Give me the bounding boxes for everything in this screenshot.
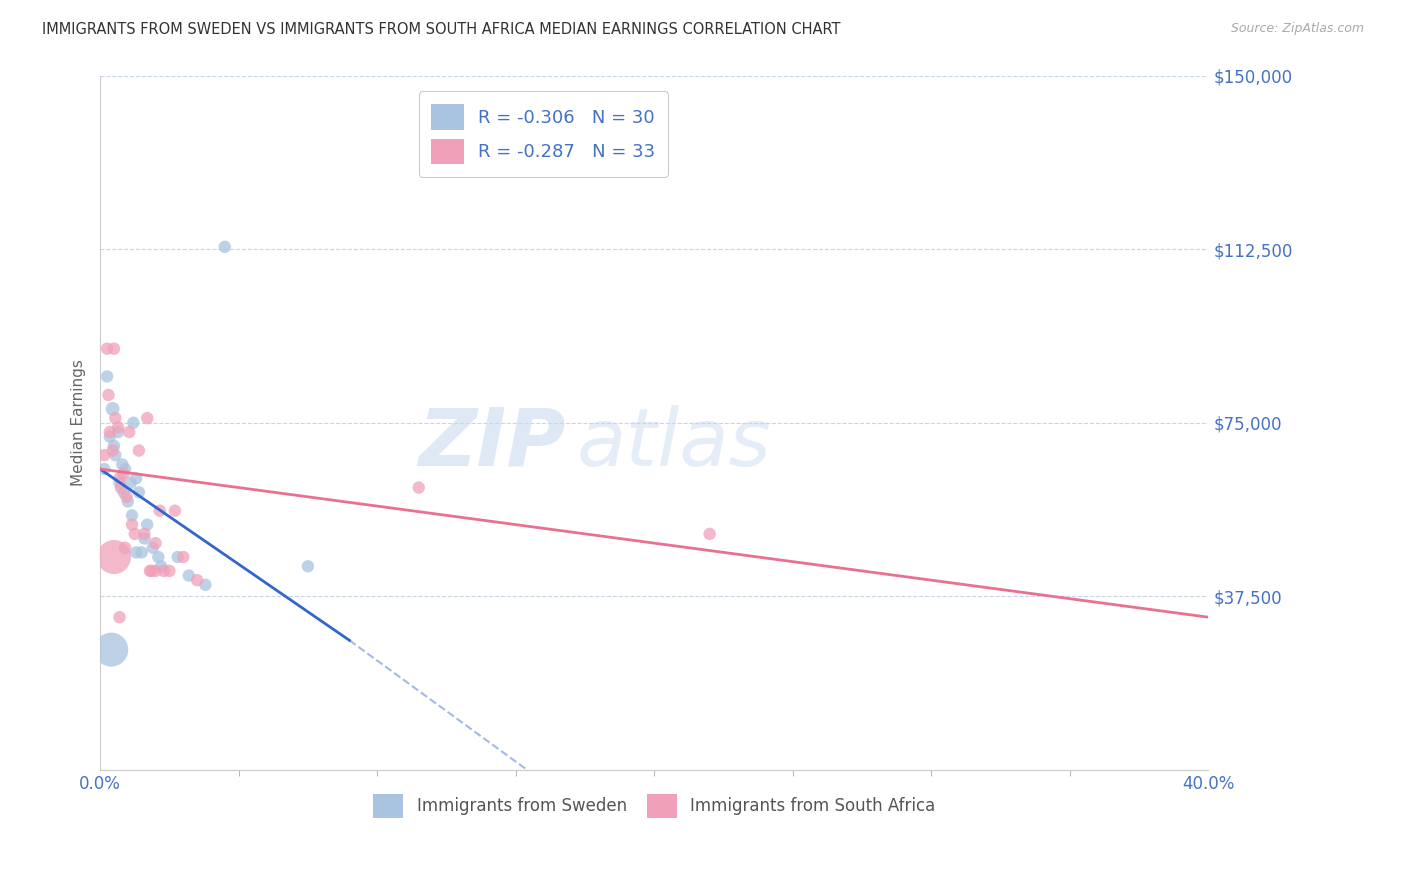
Point xyxy=(139,564,162,578)
Point xyxy=(134,527,156,541)
Point xyxy=(408,481,430,495)
Point xyxy=(136,411,159,425)
Point xyxy=(101,401,124,416)
Point xyxy=(107,420,129,434)
Point xyxy=(150,559,173,574)
Point xyxy=(157,564,180,578)
Point xyxy=(100,642,122,657)
Point xyxy=(103,549,125,564)
Point xyxy=(104,411,127,425)
Point xyxy=(117,494,139,508)
Point xyxy=(163,504,186,518)
Point xyxy=(112,485,135,500)
Point xyxy=(177,568,200,582)
Point xyxy=(108,475,131,490)
Point xyxy=(114,462,136,476)
Text: IMMIGRANTS FROM SWEDEN VS IMMIGRANTS FROM SOUTH AFRICA MEDIAN EARNINGS CORRELATI: IMMIGRANTS FROM SWEDEN VS IMMIGRANTS FRO… xyxy=(42,22,841,37)
Point xyxy=(93,448,115,462)
Point xyxy=(96,342,118,356)
Point xyxy=(98,425,121,439)
Point xyxy=(122,416,145,430)
Point xyxy=(115,490,138,504)
Point xyxy=(112,467,135,481)
Point xyxy=(104,448,127,462)
Point xyxy=(121,508,143,523)
Point xyxy=(107,425,129,439)
Legend: Immigrants from Sweden, Immigrants from South Africa: Immigrants from Sweden, Immigrants from … xyxy=(367,788,942,824)
Y-axis label: Median Earnings: Median Earnings xyxy=(72,359,86,486)
Point xyxy=(114,541,136,555)
Point xyxy=(166,549,188,564)
Point xyxy=(124,527,146,541)
Text: atlas: atlas xyxy=(576,405,772,483)
Point xyxy=(125,471,148,485)
Point xyxy=(108,610,131,624)
Point xyxy=(120,475,142,490)
Point xyxy=(97,388,120,402)
Point xyxy=(111,458,134,472)
Point xyxy=(172,549,194,564)
Point xyxy=(98,430,121,444)
Text: ZIP: ZIP xyxy=(418,405,565,483)
Point xyxy=(96,369,118,384)
Point xyxy=(148,549,170,564)
Point xyxy=(125,545,148,559)
Point xyxy=(145,536,167,550)
Point xyxy=(93,462,115,476)
Point xyxy=(121,517,143,532)
Point xyxy=(136,517,159,532)
Point xyxy=(103,439,125,453)
Point xyxy=(128,485,150,500)
Point xyxy=(149,504,172,518)
Point xyxy=(145,564,167,578)
Point xyxy=(134,532,156,546)
Point xyxy=(214,240,236,254)
Point xyxy=(110,481,132,495)
Point xyxy=(101,443,124,458)
Point xyxy=(297,559,319,574)
Point xyxy=(186,573,208,587)
Point xyxy=(141,564,163,578)
Point xyxy=(142,541,165,555)
Point xyxy=(153,564,176,578)
Point xyxy=(103,342,125,356)
Point xyxy=(128,443,150,458)
Point xyxy=(699,527,721,541)
Point xyxy=(131,545,153,559)
Point xyxy=(194,578,217,592)
Point xyxy=(118,425,141,439)
Text: Source: ZipAtlas.com: Source: ZipAtlas.com xyxy=(1230,22,1364,36)
Point xyxy=(108,471,131,485)
